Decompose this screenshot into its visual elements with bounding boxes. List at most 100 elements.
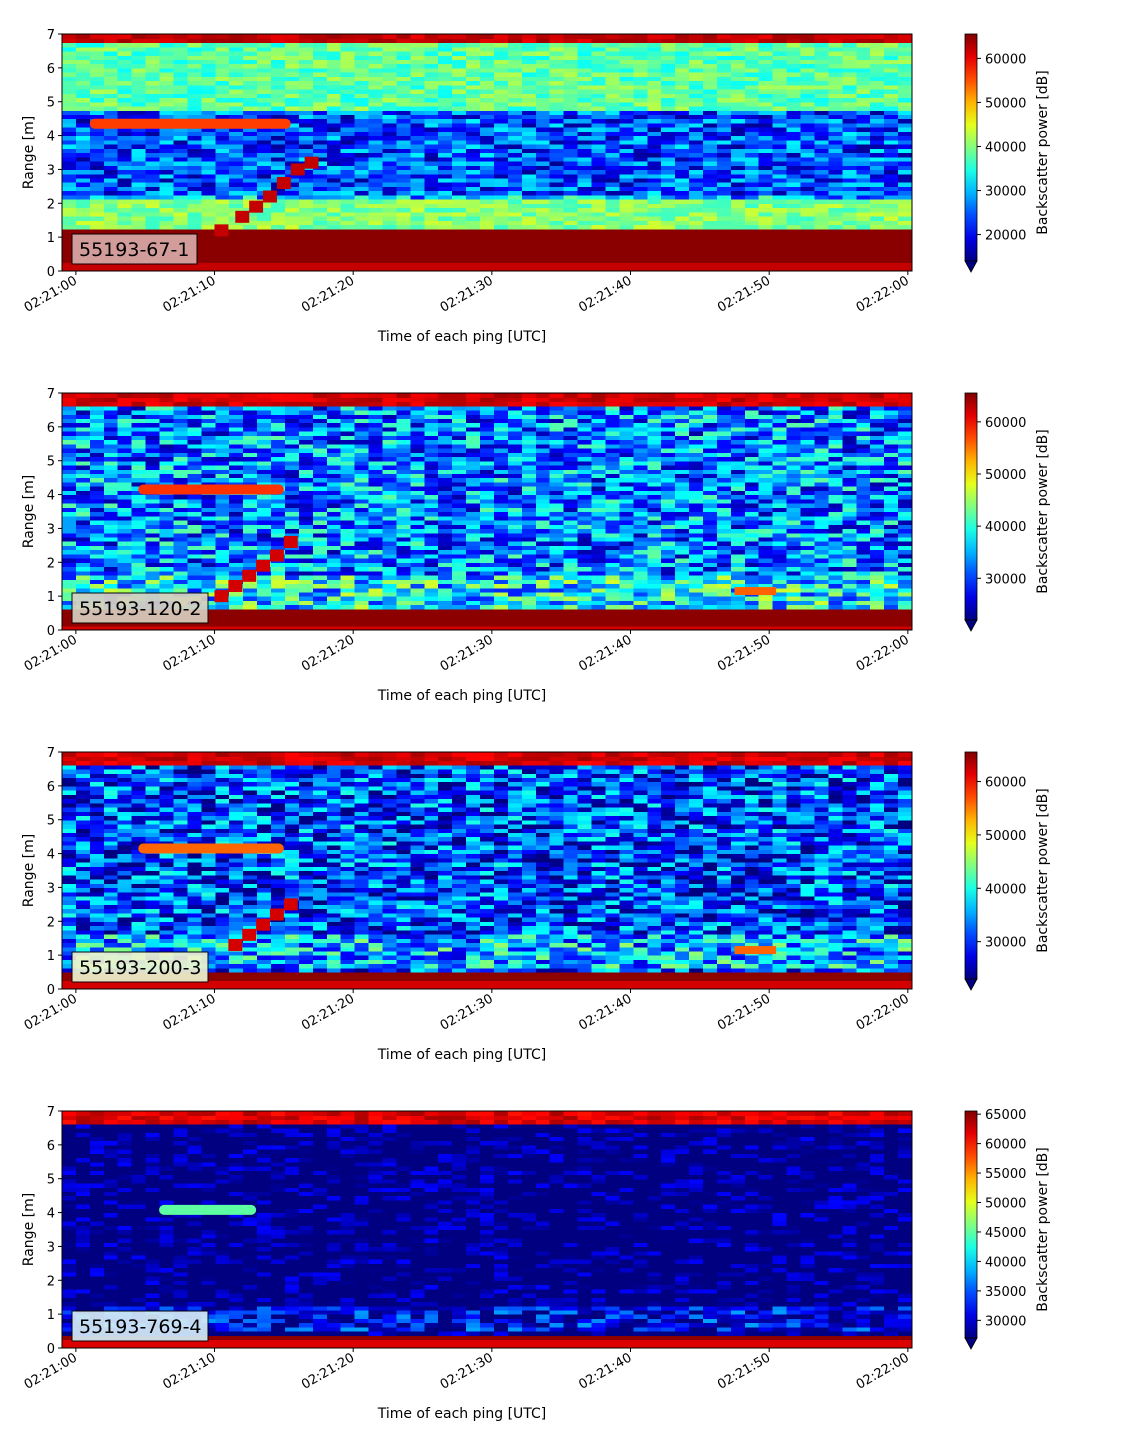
target-track-point — [235, 210, 250, 223]
colorbar — [964, 751, 978, 980]
label-box-text: 55193-120-2 — [79, 598, 202, 620]
y-tick-label: 4 — [47, 1207, 55, 1222]
x-tick-label: 02:21:40 — [576, 273, 634, 315]
colorbar-tick-label: 55000 — [985, 1167, 1026, 1182]
axes-frame — [61, 751, 913, 990]
colorbar-label: Backscatter power [dB] — [1035, 70, 1051, 235]
late-target — [734, 946, 777, 955]
y-tick-label: 4 — [47, 130, 55, 145]
x-tick-label: 02:21:40 — [576, 1350, 634, 1392]
y-axis-label: Range [m] — [21, 116, 37, 189]
y-tick-label: 3 — [47, 163, 55, 178]
x-axis-label: Time of each ping [UTC] — [377, 1406, 547, 1422]
target-track-point — [256, 559, 271, 572]
axes-frame — [61, 392, 913, 631]
y-axis-label: Range [m] — [21, 834, 37, 907]
colorbar-tick-label: 60000 — [985, 52, 1026, 67]
x-tick-label: 02:21:20 — [299, 273, 357, 315]
horizontal-target — [138, 843, 284, 854]
y-tick-label: 6 — [47, 780, 55, 795]
colorbar-label: Backscatter power [dB] — [1035, 788, 1051, 953]
label-box — [71, 592, 209, 624]
label-box-text: 55193-67-1 — [79, 239, 189, 261]
y-tick-label: 7 — [47, 28, 55, 43]
colorbar-tick-label: 35000 — [985, 1285, 1026, 1300]
target-track-point — [249, 200, 264, 213]
colorbar-tick-label: 30000 — [985, 185, 1026, 200]
x-axis-label: Time of each ping [UTC] — [377, 688, 547, 704]
label-box-text: 55193-200-3 — [79, 957, 202, 979]
colorbar-label: Backscatter power [dB] — [1035, 1147, 1051, 1312]
target-track-point — [269, 908, 284, 921]
colorbar-extend-arrow — [964, 1337, 978, 1350]
echogram-cells — [62, 34, 913, 272]
target-track-point — [242, 569, 257, 582]
target-track-point — [214, 224, 229, 237]
late-target — [734, 587, 777, 596]
label-box — [71, 951, 209, 983]
target-track-point — [283, 898, 298, 911]
target-track-point — [263, 190, 277, 203]
colorbar-tick-label: 20000 — [985, 229, 1026, 244]
x-tick-label: 02:21:30 — [438, 991, 496, 1033]
x-tick-label: 02:21:10 — [160, 1350, 218, 1392]
y-tick-label: 1 — [47, 1308, 55, 1323]
colorbar-tick-label: 50000 — [985, 1197, 1026, 1212]
y-tick-label: 2 — [47, 1274, 55, 1289]
x-tick-label: 02:22:00 — [854, 991, 912, 1033]
x-tick-label: 02:21:50 — [715, 991, 773, 1033]
y-tick-label: 6 — [47, 421, 55, 436]
y-tick-label: 5 — [47, 96, 55, 111]
colorbar-tick-label: 50000 — [985, 96, 1026, 111]
target-track-point — [283, 535, 298, 548]
y-tick-label: 4 — [47, 489, 55, 504]
x-tick-label: 02:21:50 — [715, 1350, 773, 1392]
colorbar-tick-label: 30000 — [985, 572, 1026, 587]
colorbar-tick-label: 45000 — [985, 1226, 1026, 1241]
x-axis-label: Time of each ping [UTC] — [377, 329, 547, 345]
axes-frame — [61, 1110, 913, 1349]
x-tick-label: 02:21:30 — [438, 273, 496, 315]
y-tick-label: 7 — [47, 387, 55, 402]
y-tick-label: 5 — [47, 1173, 55, 1188]
target-track-point — [256, 918, 271, 931]
x-tick-label: 02:21:20 — [299, 1350, 357, 1392]
colorbar-tick-label: 30000 — [985, 936, 1026, 951]
target-track-point — [228, 579, 243, 592]
target-track-point — [214, 590, 229, 603]
y-tick-label: 2 — [47, 556, 55, 571]
x-tick-label: 02:21:30 — [438, 632, 496, 674]
colorbar-tick-label: 40000 — [985, 520, 1026, 535]
y-axis-label: Range [m] — [21, 475, 37, 548]
x-tick-label: 02:21:40 — [576, 632, 634, 674]
y-tick-label: 7 — [47, 746, 55, 761]
colorbar-tick-label: 50000 — [985, 468, 1026, 483]
target-track-point — [269, 549, 284, 562]
target-track-point — [242, 928, 257, 941]
y-tick-label: 3 — [47, 1240, 55, 1255]
x-tick-label: 02:21:50 — [715, 273, 773, 315]
echogram-cells — [62, 393, 913, 631]
colorbar-tick-label: 65000 — [985, 1108, 1026, 1123]
y-tick-label: 5 — [47, 814, 55, 829]
y-tick-label: 6 — [47, 1139, 55, 1154]
y-axis-label: Range [m] — [21, 1193, 37, 1266]
x-tick-label: 02:21:20 — [299, 991, 357, 1033]
label-box — [71, 1310, 209, 1342]
x-tick-label: 02:22:00 — [854, 1350, 912, 1392]
y-tick-label: 0 — [47, 1342, 55, 1357]
x-tick-label: 02:21:10 — [160, 273, 218, 315]
label-box-text: 55193-769-4 — [79, 1316, 202, 1338]
target-track-point — [304, 156, 319, 169]
y-tick-label: 1 — [47, 231, 55, 246]
colorbar-tick-label: 60000 — [985, 416, 1026, 431]
x-tick-label: 02:21:40 — [576, 991, 634, 1033]
colorbar-tick-label: 50000 — [985, 829, 1026, 844]
y-tick-label: 2 — [47, 197, 55, 212]
x-axis-label: Time of each ping [UTC] — [377, 1047, 547, 1063]
horizontal-target — [138, 484, 284, 495]
x-tick-label: 02:21:20 — [299, 632, 357, 674]
colorbar-extend-arrow — [964, 260, 978, 273]
